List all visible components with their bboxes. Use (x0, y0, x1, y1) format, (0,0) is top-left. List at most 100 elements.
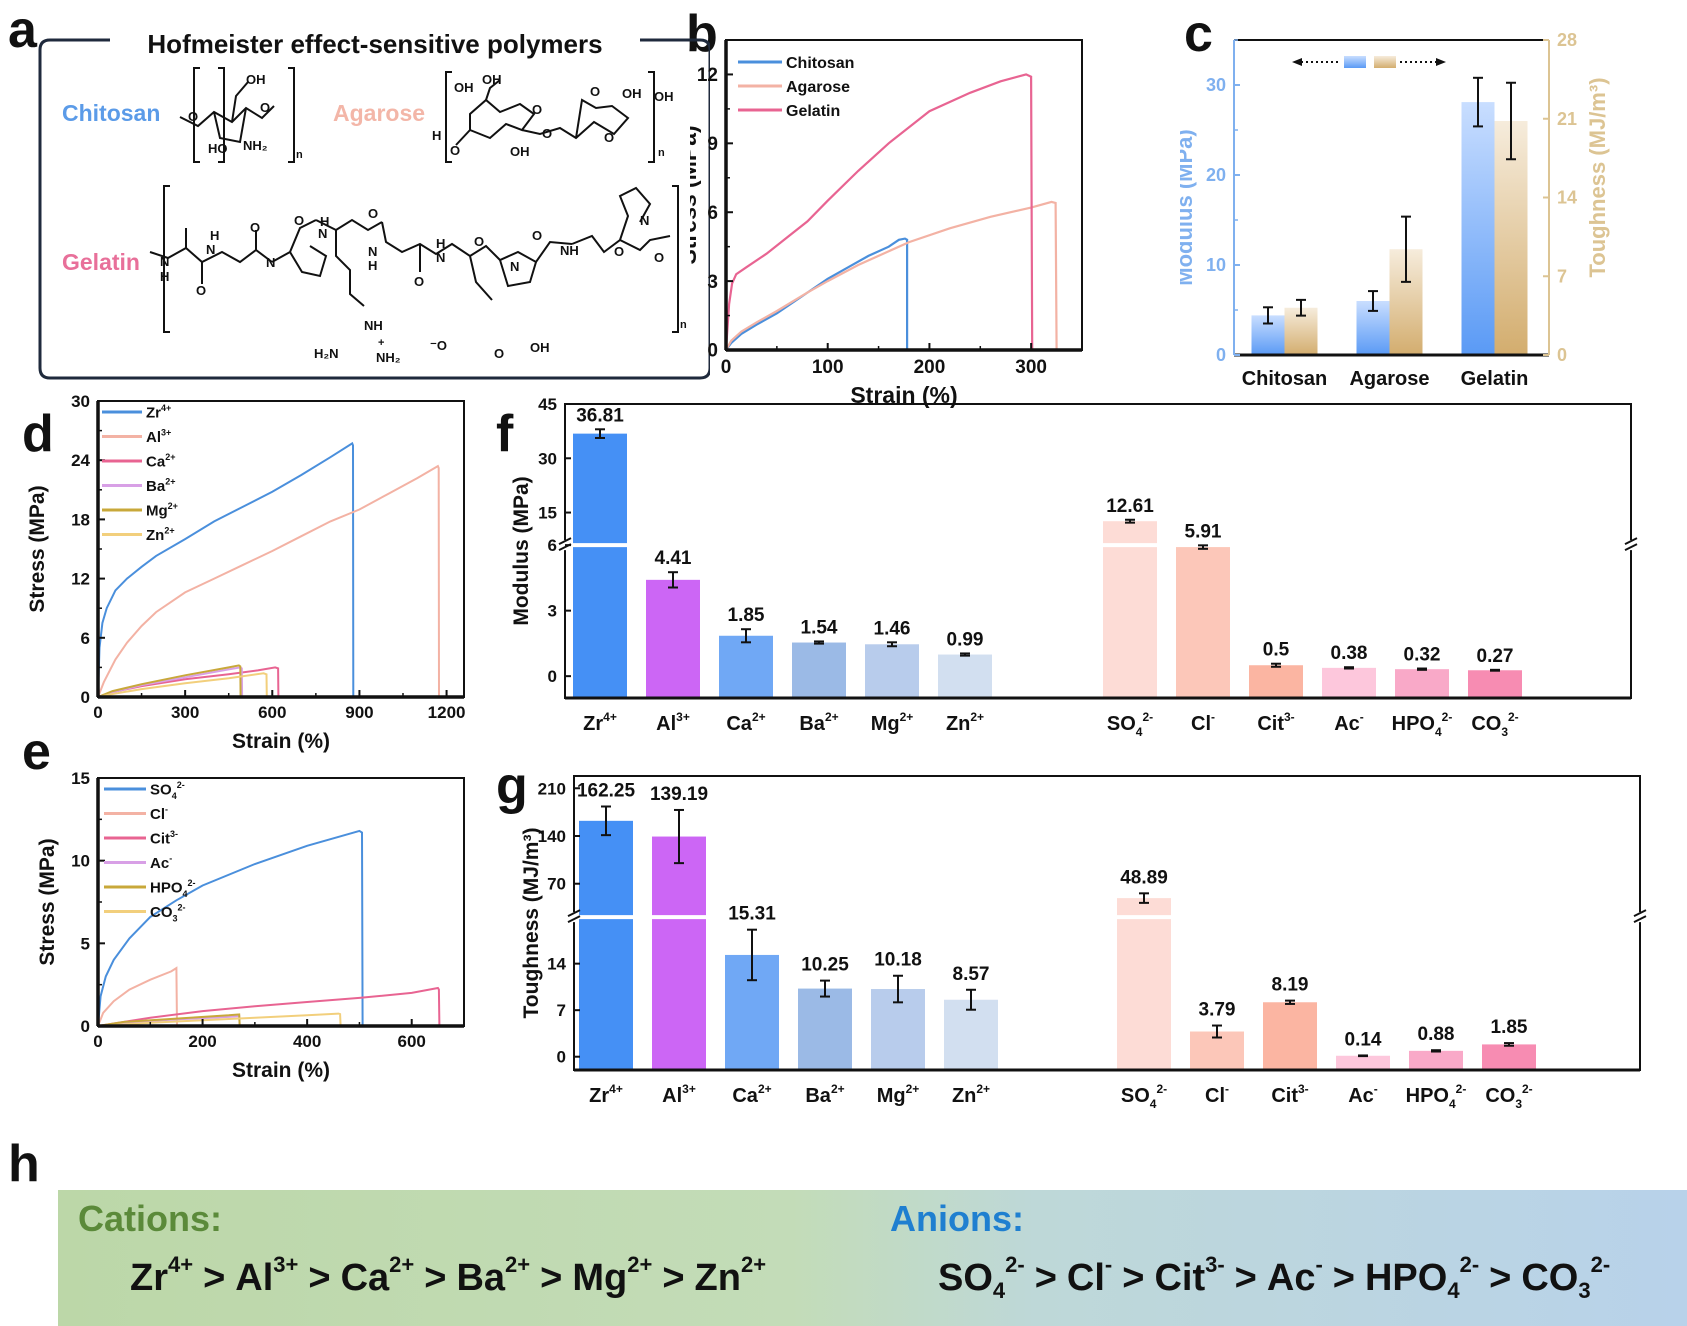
chart-e-anion-stress-strain: 0 200 400 600 0 5 10 15 Strain (%) Stress (MPa) SO… (36, 769, 465, 1082)
svg-text:O: O (196, 283, 206, 298)
y-tick-label: 30 (71, 392, 90, 411)
axis-break-mark (567, 909, 581, 918)
svg-text:OH: OH (510, 144, 530, 159)
ion: CO32- (1521, 1252, 1611, 1303)
x-category-label: Zr4+ (589, 1082, 623, 1107)
y-tick-label: 12 (697, 65, 718, 86)
svg-text:H₂N: H₂N (314, 346, 339, 361)
x-category-label: Al3+ (656, 710, 690, 735)
legend-label: Ca2+ (146, 452, 175, 471)
ion: Ca2+ (340, 1252, 415, 1299)
bar (579, 820, 633, 1070)
value-label: 0.88 (1418, 1024, 1455, 1045)
y2-tick-label: 28 (1557, 30, 1577, 50)
y-tick-label: 24 (71, 451, 90, 470)
value-label: 0.99 (947, 629, 984, 650)
x-category-label: Ac- (1334, 710, 1364, 735)
bar (1103, 521, 1157, 698)
arrow-right-icon (1436, 58, 1446, 66)
x-category-label: Zr4+ (583, 710, 617, 735)
y-tick-label: 30 (1206, 75, 1226, 95)
svg-text:n: n (680, 319, 687, 331)
value-label: 4.41 (655, 548, 692, 569)
svg-text:N: N (266, 255, 275, 270)
legend-swatch-modulus (1344, 56, 1366, 68)
svg-text:O: O (590, 84, 600, 99)
bar (944, 999, 998, 1070)
value-label: 0.5 (1263, 640, 1290, 661)
series-line-chitosan (725, 237, 909, 351)
svg-text:OH: OH (530, 340, 550, 355)
y-tick-label: 10 (71, 852, 90, 871)
svg-text:O: O (188, 109, 198, 124)
svg-text:H: H (436, 236, 445, 251)
chart-f-modulus-bars: 36.81 Zr4+ 4.41 Al3+ 1.85 Ca2+ 1.54 Ba2+ 1.46 Mg2… (510, 395, 1638, 739)
svg-text:H: H (320, 214, 329, 229)
y-tick-label: 30 (538, 449, 557, 468)
series-line-co32 (97, 1012, 342, 1027)
svg-text:⁻O: ⁻O (430, 338, 447, 353)
cation-series: Zr4+ > Al3+ > Ca2+ > Ba2+ > Mg2+ > Zn2+ (130, 1252, 766, 1300)
legend-label: Cl- (150, 804, 168, 823)
ion: Cl- (1066, 1252, 1113, 1299)
legend-label: Ac- (150, 853, 172, 872)
y-tick-label: 6 (548, 536, 557, 555)
y2-tick-label: 14 (1557, 188, 1577, 208)
x-category-label: Ca2+ (726, 710, 765, 735)
svg-text:OH: OH (622, 86, 642, 101)
svg-text:O: O (368, 206, 378, 221)
axis-break-gap (1628, 540, 1634, 551)
svg-text:O: O (494, 346, 504, 361)
svg-text:O: O (614, 244, 624, 259)
value-label: 0.32 (1404, 645, 1441, 666)
value-label: 0.27 (1477, 646, 1514, 667)
axis-break-gap (652, 915, 706, 920)
svg-text:H: H (160, 269, 169, 284)
value-label: 8.57 (953, 964, 990, 985)
greater-than-sign: > (1234, 1257, 1257, 1299)
y2-axis-title: Toughness (MJ/m³) (1585, 77, 1610, 277)
svg-text:NH₂: NH₂ (243, 138, 268, 153)
x-axis-title: Strain (%) (232, 730, 330, 753)
x-category-label: HPO42- (1406, 1082, 1467, 1111)
value-label: 1.85 (728, 605, 765, 626)
svg-text:O: O (294, 213, 304, 228)
y-tick-label: 0 (81, 688, 90, 707)
polymer-label-gelatin: Gelatin (62, 249, 140, 275)
y-tick-label: 70 (547, 875, 566, 894)
x-tick-label: 300 (171, 703, 199, 722)
svg-text:N: N (160, 254, 169, 269)
svg-text:O: O (474, 234, 484, 249)
greater-than-sign: > (1489, 1257, 1512, 1299)
svg-text:O: O (542, 126, 552, 141)
svg-text:+: + (378, 337, 384, 349)
axis-break-mark (558, 537, 572, 546)
axis-break-gap (1103, 543, 1157, 548)
svg-text:NH: NH (364, 318, 383, 333)
value-label: 0.38 (1331, 643, 1368, 664)
value-label: 1.46 (874, 618, 911, 639)
ion: SO42- (938, 1252, 1025, 1303)
bar (1322, 667, 1376, 698)
bar (1249, 665, 1303, 698)
x-category-label: Cl- (1205, 1082, 1229, 1107)
y-axis-title: Toughness (MJ/m³) (520, 828, 543, 1019)
svg-text:O: O (532, 102, 542, 117)
x-category-label: Zn2+ (952, 1082, 990, 1107)
ion: Ac- (1266, 1252, 1323, 1299)
y-axis-title: Stress (MPa) (690, 125, 701, 264)
greater-than-sign: > (540, 1257, 563, 1299)
svg-text:O: O (414, 274, 424, 289)
hofmeister-series-box: Cations: Anions: Zr4+ > Al3+ > Ca2+ > Ba2+ > Mg2… (58, 1190, 1687, 1326)
x-category-label: Ba2+ (799, 710, 838, 735)
svg-text:O: O (250, 220, 260, 235)
bar (798, 988, 852, 1070)
x-axis-title: Strain (%) (232, 1059, 330, 1082)
x-category-label: SO42- (1121, 1082, 1167, 1111)
x-tick-label: 0 (93, 703, 102, 722)
y-tick-label: 0 (1216, 345, 1226, 365)
gelatin-structure (149, 185, 679, 333)
svg-text:N: N (640, 213, 649, 228)
